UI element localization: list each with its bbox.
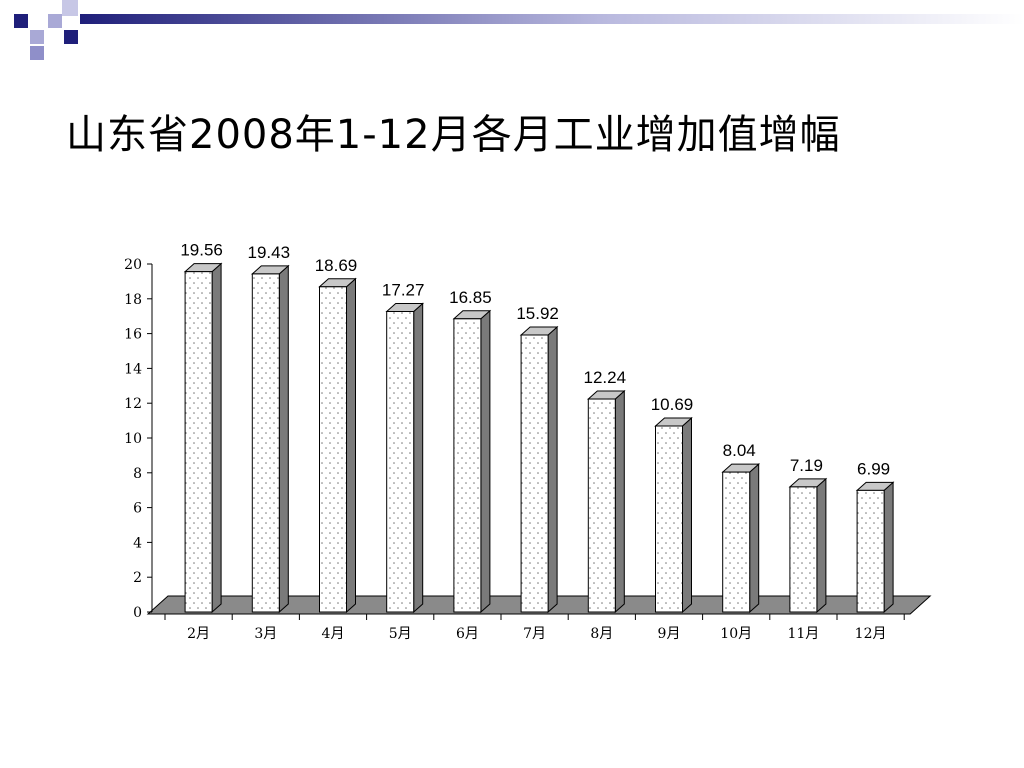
bar (654, 416, 693, 614)
bar-front-face (789, 486, 818, 613)
bar (586, 389, 626, 614)
y-tick-label: 10 (124, 431, 142, 447)
bar-front-face (587, 398, 616, 613)
bar (250, 264, 290, 614)
bar-side-face (413, 302, 424, 614)
x-tick-label: 8月 (590, 626, 613, 642)
data-label-layer: 19.56 19.43 18.69 17.27 16.85 15.92 12.24 10.69… (180, 241, 890, 479)
bar-front-face (655, 425, 683, 613)
data-label: 19.43 (248, 243, 291, 262)
bar (452, 309, 492, 614)
x-tick-label: 7月 (523, 626, 546, 642)
y-tick-label: 2 (133, 570, 142, 586)
x-tick-label: 9月 (658, 626, 681, 642)
bar-front-face (251, 273, 280, 613)
y-tick-label: 14 (124, 361, 142, 377)
bar (519, 325, 559, 614)
y-tick-label: 6 (133, 501, 142, 517)
title-decoration (0, 0, 1024, 70)
decoration-graphic (14, 0, 1024, 60)
bar-side-face (278, 264, 289, 614)
x-tick-label: 6月 (456, 626, 479, 642)
x-tick-label: 5月 (389, 626, 412, 642)
data-label: 18.69 (315, 256, 358, 275)
data-label: 8.04 (723, 441, 756, 460)
x-axis: 2月 3月 4月 5月 6月 7月 8月 9月 10月 11月 12月 (152, 613, 911, 642)
decoration-square (14, 14, 28, 28)
y-tick-label: 4 (133, 535, 142, 551)
slide-title: 山东省2008年1-12月各月工业增加值增幅 (66, 112, 841, 158)
x-tick-label: 2月 (187, 626, 210, 642)
bar (788, 477, 828, 614)
data-label: 16.85 (449, 288, 492, 307)
bar-front-face (856, 489, 885, 613)
x-tick-label: 12月 (855, 626, 887, 642)
bar-front-face (722, 471, 751, 613)
bar-side-face (547, 325, 558, 614)
y-tick-label: 18 (124, 292, 142, 308)
decoration-square (62, 0, 78, 16)
data-label: 17.27 (382, 281, 425, 300)
bar-side-face (346, 277, 356, 614)
y-axis: 0 2 4 6 8 10 12 14 16 18 20 (124, 257, 153, 621)
bar-front-face (520, 334, 549, 613)
bar-front-face (453, 318, 482, 613)
y-tick-label: 8 (133, 466, 142, 482)
data-label: 12.24 (584, 368, 627, 387)
x-tick-label: 10月 (720, 626, 752, 642)
bar-series (183, 262, 895, 614)
decoration-square (30, 30, 44, 44)
y-tick-label: 12 (124, 396, 142, 412)
y-tick-label: 0 (133, 605, 142, 621)
bar (721, 462, 761, 614)
bar-side-face (816, 477, 827, 614)
bar-front-face (386, 311, 415, 613)
y-tick-label: 20 (124, 257, 142, 273)
y-tick-label: 16 (124, 327, 142, 343)
decoration-square (48, 14, 62, 28)
bar-side-face (749, 462, 760, 614)
bar (385, 302, 425, 614)
bar-side-face (682, 416, 692, 614)
bar (855, 481, 895, 614)
bar (318, 277, 357, 614)
data-label: 6.99 (857, 459, 890, 478)
x-tick-label: 4月 (322, 626, 345, 642)
data-label: 15.92 (516, 304, 559, 323)
x-tick-label: 3月 (254, 626, 277, 642)
bar-side-face (614, 389, 625, 614)
data-label: 7.19 (790, 456, 823, 475)
decoration-square (64, 30, 78, 44)
bar (183, 262, 223, 614)
bar-side-face (883, 481, 894, 614)
x-tick-label: 11月 (787, 626, 819, 642)
decoration-square (30, 46, 44, 60)
bar-front-face (319, 286, 347, 613)
decoration-gradient-bar (80, 14, 1024, 24)
bar-front-face (184, 271, 213, 613)
bar-side-face (211, 262, 222, 614)
data-label: 10.69 (651, 395, 694, 414)
bar-side-face (480, 309, 491, 614)
data-label: 19.56 (180, 241, 223, 260)
